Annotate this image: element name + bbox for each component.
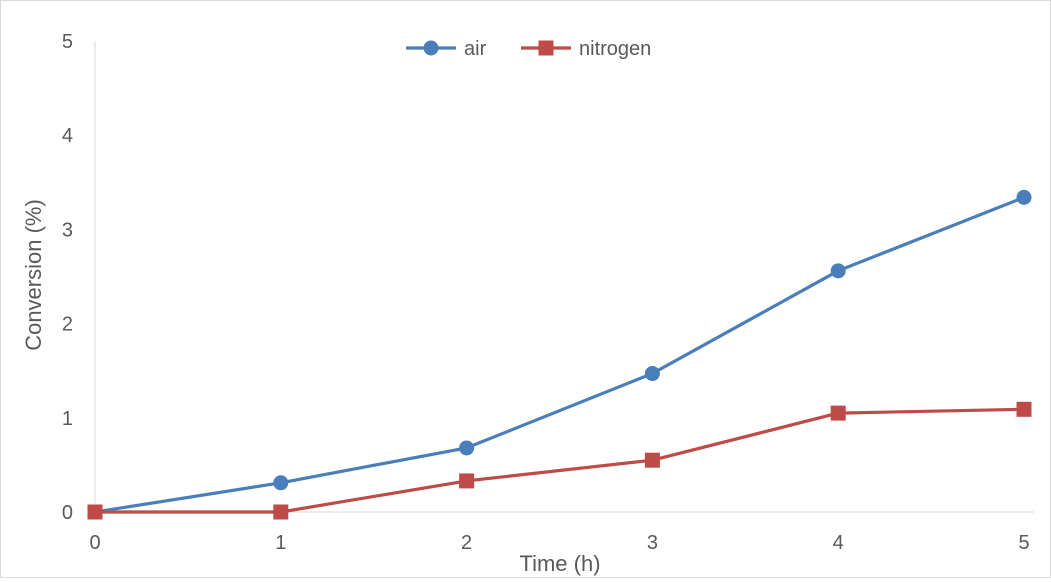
- legend: air nitrogen: [406, 38, 651, 60]
- y-axis-title: Conversion (%): [21, 199, 46, 351]
- x-tick-label: 2: [461, 532, 472, 554]
- y-tick-label: 2: [62, 314, 73, 336]
- series-nitrogen: [87, 401, 1032, 520]
- legend-item-nitrogen: nitrogen: [521, 38, 651, 60]
- series-line-air: [94, 195, 1025, 514]
- y-tick-label: 5: [62, 31, 73, 53]
- y-tick-label: 3: [62, 219, 73, 241]
- y-tick-label: 0: [62, 502, 73, 524]
- legend-item-air: air: [406, 38, 487, 60]
- x-axis-title: Time (h): [519, 551, 600, 576]
- y-tick-label: 4: [62, 125, 73, 147]
- series-line-nitrogen: [95, 407, 1025, 514]
- axes: [94, 41, 1034, 513]
- x-tick-label: 1: [275, 532, 286, 554]
- data-point-nitrogen: [830, 405, 846, 421]
- data-point-nitrogen: [1016, 401, 1032, 417]
- x-tick-label: 4: [833, 532, 844, 554]
- data-point-air: [1016, 189, 1032, 205]
- data-point-nitrogen: [273, 504, 289, 520]
- data-series: [87, 189, 1032, 520]
- x-tick-label: 3: [647, 532, 658, 554]
- data-point-air: [644, 366, 660, 382]
- x-tick-label: 5: [1018, 532, 1029, 554]
- legend-marker-circle: [423, 40, 439, 56]
- y-tick-label: 1: [62, 408, 73, 430]
- legend-marker-square: [538, 40, 554, 56]
- data-point-nitrogen: [87, 504, 103, 520]
- x-tick-label: 0: [89, 532, 100, 554]
- legend-label: air: [464, 38, 487, 60]
- data-point-air: [830, 263, 846, 279]
- data-point-nitrogen: [644, 452, 660, 468]
- data-point-air: [459, 440, 475, 456]
- legend-label: nitrogen: [579, 38, 651, 60]
- data-point-air: [273, 475, 289, 491]
- series-air: [87, 189, 1032, 520]
- data-point-nitrogen: [459, 473, 475, 489]
- tick-labels: 0 1 2 3 4 5 0 1 2 3 4 5: [62, 31, 1030, 554]
